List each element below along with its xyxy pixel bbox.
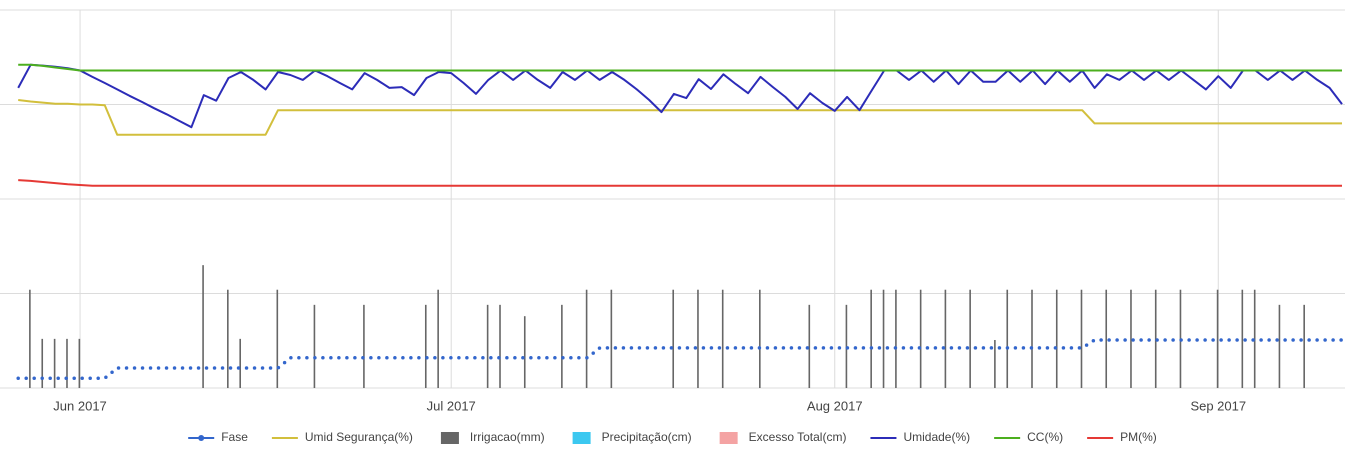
bar	[1105, 289, 1108, 388]
bar	[1253, 289, 1256, 388]
legend-item: Umid Segurança(%)	[271, 430, 413, 444]
bar	[585, 289, 588, 388]
line	[18, 99, 1342, 136]
bar	[1130, 289, 1132, 388]
bar	[969, 289, 971, 388]
legend-item: Precipitação(cm)	[572, 430, 692, 444]
legend-item: Excesso Total(cm)	[719, 430, 847, 444]
legend-label: Irrigacao(mm)	[470, 430, 545, 444]
legend: Fase Umid Segurança(%) Irrigacao(mm) Precip…	[188, 430, 1157, 444]
legend-label: Precipitação(cm)	[602, 430, 692, 444]
legend-swatch	[572, 432, 591, 444]
bar	[239, 338, 241, 388]
legend-label: Fase	[221, 430, 248, 444]
bar	[363, 304, 365, 388]
x-tick-label: Aug 2017	[807, 398, 863, 413]
bar	[697, 289, 699, 388]
legend-swatch	[719, 432, 738, 444]
dotted-line	[16, 338, 1344, 380]
bar	[944, 289, 947, 388]
bar	[895, 289, 897, 388]
bar	[561, 304, 563, 388]
bar	[499, 304, 501, 388]
legend-label: PM(%)	[1120, 430, 1157, 444]
x-tick-label: Sep 2017	[1190, 398, 1246, 413]
bar	[1303, 304, 1305, 388]
bar	[202, 265, 204, 388]
bar	[66, 338, 68, 388]
bar	[41, 338, 44, 388]
legend-label: Umid Segurança(%)	[305, 430, 413, 444]
bar	[523, 316, 526, 388]
bar	[276, 289, 279, 388]
x-tick-label: Jul 2017	[427, 398, 476, 413]
legend-item: Umidade(%)	[870, 430, 970, 444]
legend-item: CC(%)	[994, 430, 1063, 444]
bar	[870, 289, 872, 388]
bar	[1031, 289, 1033, 388]
bar	[424, 304, 427, 388]
bar	[78, 338, 81, 388]
legend-label: Excesso Total(cm)	[749, 430, 847, 444]
legend-dot	[198, 435, 205, 441]
bar	[808, 304, 811, 388]
bar	[53, 338, 56, 388]
bar	[486, 304, 489, 388]
bar	[1006, 289, 1009, 388]
bar	[1241, 289, 1244, 388]
bar	[610, 289, 613, 388]
legend-item: Irrigacao(mm)	[440, 430, 545, 444]
bar	[882, 289, 885, 388]
legend-swatch	[440, 432, 459, 444]
bar	[437, 289, 439, 388]
x-tick-label: Jun 2017	[53, 398, 107, 413]
bar	[1154, 289, 1157, 388]
line	[17, 63, 1343, 129]
legend-item: PM(%)	[1087, 430, 1157, 444]
bar	[919, 289, 922, 388]
legend-label: CC(%)	[1027, 430, 1063, 444]
bar	[759, 289, 761, 388]
bar	[1055, 289, 1058, 388]
bar	[313, 304, 316, 388]
legend-item: Fase	[188, 430, 248, 444]
line	[18, 179, 1342, 187]
bar	[845, 304, 848, 388]
bar	[1278, 304, 1281, 388]
bar	[29, 289, 31, 388]
bar	[994, 339, 996, 388]
bar	[1216, 289, 1219, 388]
line	[18, 63, 1342, 72]
bar	[1080, 289, 1083, 388]
bar	[721, 289, 724, 388]
bar	[672, 289, 675, 388]
legend-label: Umidade(%)	[903, 430, 970, 444]
bar	[227, 289, 229, 388]
